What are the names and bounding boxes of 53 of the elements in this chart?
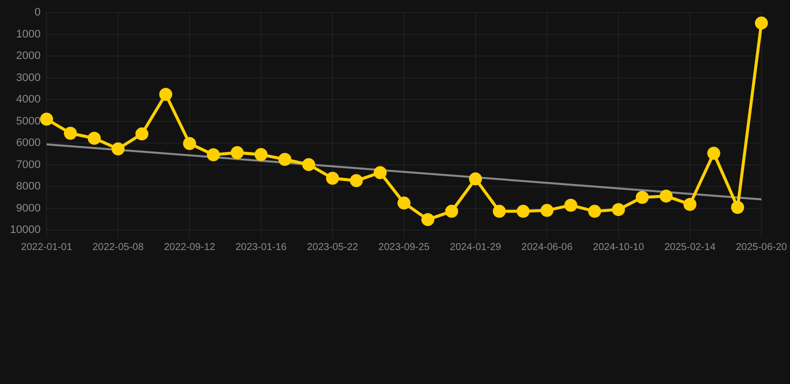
y-tick-label: 2000 <box>16 50 41 62</box>
point <box>112 142 125 156</box>
point <box>731 200 744 214</box>
x-tick-label: 2022-05-08 <box>92 242 144 253</box>
point <box>754 16 768 30</box>
y-tick-label: 9000 <box>16 202 41 214</box>
y-tick-label: 3000 <box>16 72 41 84</box>
y-tick-label: 7000 <box>16 158 41 171</box>
point <box>398 196 411 210</box>
x-tick-label: 2023-05-22 <box>306 242 359 253</box>
point <box>540 204 554 217</box>
point <box>374 166 387 180</box>
point <box>159 88 172 101</box>
point <box>326 172 340 185</box>
point <box>660 190 673 203</box>
point <box>135 127 148 140</box>
point <box>612 203 625 216</box>
point <box>88 132 101 145</box>
point <box>230 146 244 160</box>
y-tick-label: 8000 <box>16 180 41 193</box>
y-tick-label: 6000 <box>16 137 41 150</box>
point <box>40 112 54 126</box>
point <box>445 204 458 218</box>
point <box>683 198 696 211</box>
point <box>492 204 506 218</box>
point <box>278 152 292 166</box>
point <box>64 126 77 140</box>
y-tick-label: 1000 <box>16 28 41 40</box>
point <box>636 190 649 204</box>
point <box>421 213 434 226</box>
x-tick-label: 2023-01-16 <box>235 242 288 253</box>
point <box>707 146 720 160</box>
point <box>254 148 268 162</box>
x-tick-label: 2024-10-10 <box>592 242 644 253</box>
y-tick-label: 0 <box>34 6 41 19</box>
y-tick-label: 5000 <box>16 115 41 128</box>
x-tick-label: 2024-01-29 <box>450 242 502 253</box>
x-tick-label: 2023-09-25 <box>378 242 430 253</box>
point <box>206 148 220 162</box>
point <box>183 136 196 150</box>
point <box>564 198 578 212</box>
x-tick-label: 2024-06-06 <box>521 242 573 253</box>
point <box>468 172 482 186</box>
x-tick-label: 2025-02-14 <box>664 242 716 253</box>
point <box>588 204 602 218</box>
y-tick-label: 10000 <box>10 224 41 236</box>
x-tick-label: 2025-06-20 <box>736 242 788 253</box>
x-tick-label: 2022-09-12 <box>164 242 216 253</box>
x-tick-label: 2022-01-01 <box>21 242 73 253</box>
point <box>350 174 363 188</box>
point <box>302 158 316 172</box>
y-tick-label: 4000 <box>16 94 41 106</box>
point <box>516 204 530 218</box>
